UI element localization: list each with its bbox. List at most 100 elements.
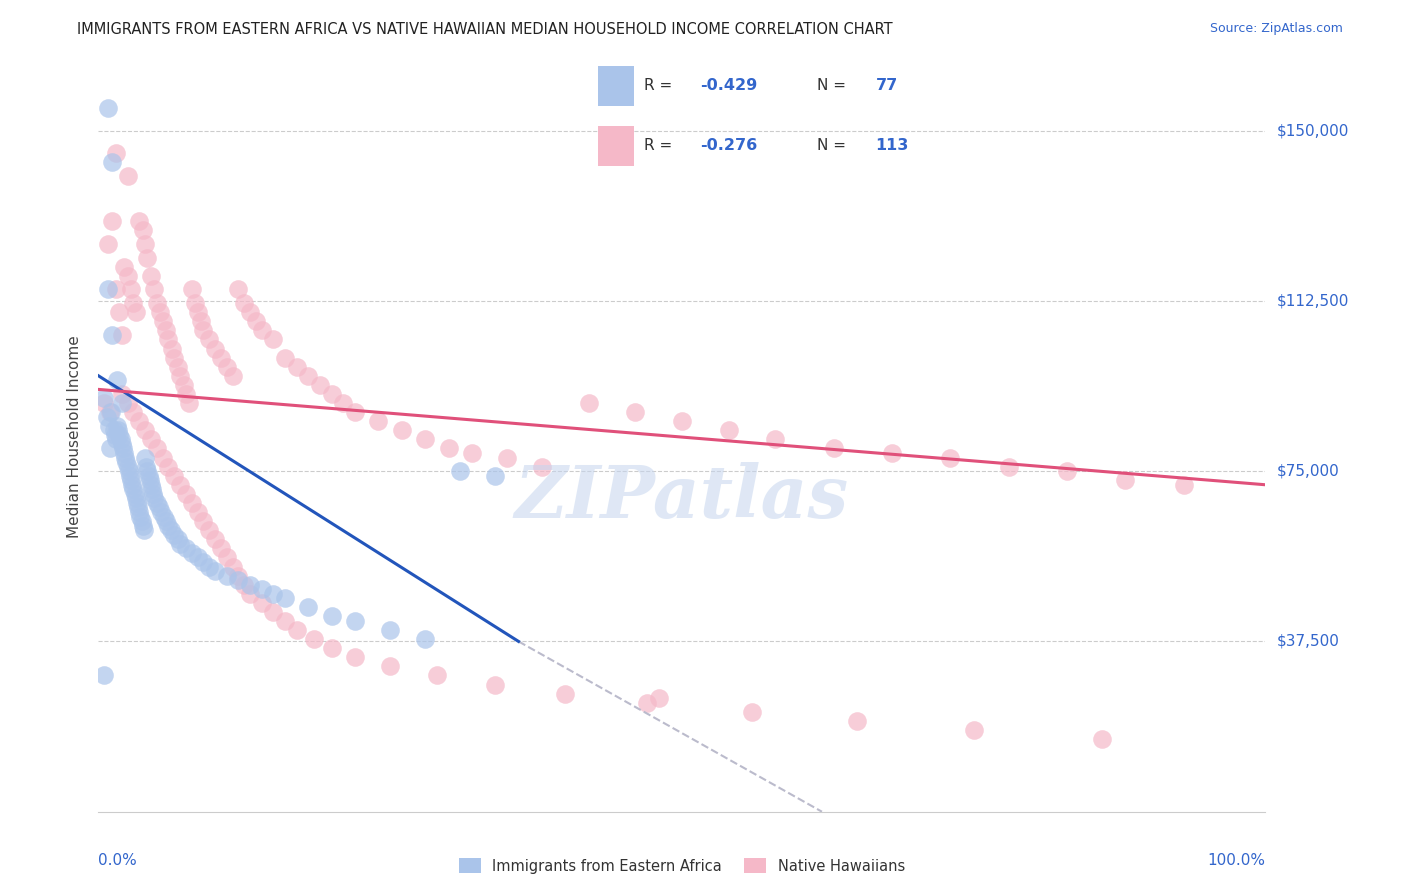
Point — [823, 442, 845, 456]
Point — [187, 505, 209, 519]
Point — [160, 342, 183, 356]
Point — [228, 568, 250, 582]
Point — [152, 314, 174, 328]
Point — [484, 677, 506, 691]
Point — [157, 518, 180, 533]
Point — [198, 559, 221, 574]
Point — [111, 437, 134, 451]
Text: $37,500: $37,500 — [1277, 634, 1340, 648]
Point — [152, 450, 174, 465]
Point — [204, 564, 226, 578]
Legend: Immigrants from Eastern Africa, Native Hawaiians: Immigrants from Eastern Africa, Native H… — [453, 852, 911, 880]
Point — [104, 283, 127, 297]
Point — [117, 169, 139, 183]
Point — [215, 568, 238, 582]
Point — [274, 591, 297, 606]
Point — [120, 473, 142, 487]
Text: N =: N = — [817, 78, 846, 94]
Point — [132, 223, 155, 237]
Point — [1114, 473, 1136, 487]
Point — [578, 396, 600, 410]
Point — [114, 450, 136, 465]
Point — [321, 387, 343, 401]
Point — [128, 505, 150, 519]
Point — [997, 459, 1019, 474]
Point — [101, 327, 124, 342]
Point — [250, 323, 273, 337]
Point — [221, 559, 243, 574]
Point — [122, 296, 145, 310]
Point — [107, 423, 129, 437]
Point — [141, 483, 163, 497]
Point — [344, 650, 367, 665]
Point — [250, 596, 273, 610]
Point — [93, 392, 115, 406]
Point — [233, 296, 256, 310]
Point — [198, 523, 221, 537]
Point — [228, 573, 250, 587]
Point — [250, 582, 273, 597]
Point — [134, 237, 156, 252]
Point — [112, 446, 135, 460]
Point — [321, 609, 343, 624]
Point — [262, 605, 284, 619]
Point — [125, 305, 148, 319]
Point — [671, 414, 693, 428]
Point — [413, 433, 436, 447]
Point — [209, 541, 232, 556]
Point — [143, 283, 166, 297]
Point — [134, 423, 156, 437]
Point — [304, 632, 326, 647]
Point — [97, 418, 120, 433]
Point — [180, 496, 202, 510]
Point — [108, 427, 131, 442]
Point — [115, 455, 138, 469]
Point — [1091, 732, 1114, 747]
Text: R =: R = — [644, 138, 672, 153]
Point — [190, 314, 212, 328]
Point — [93, 396, 115, 410]
Point — [117, 268, 139, 283]
Point — [717, 423, 740, 437]
Point — [97, 101, 120, 115]
Point — [285, 359, 308, 374]
Point — [461, 446, 484, 460]
Point — [169, 368, 191, 383]
Point — [173, 377, 195, 392]
Point — [741, 705, 763, 719]
Text: 0.0%: 0.0% — [98, 853, 138, 868]
Point — [139, 433, 162, 447]
Point — [139, 268, 162, 283]
Point — [166, 533, 188, 547]
Text: ZIPatlas: ZIPatlas — [515, 461, 849, 533]
Text: R =: R = — [644, 78, 672, 94]
Point — [103, 423, 125, 437]
Point — [297, 368, 319, 383]
Point — [152, 509, 174, 524]
Point — [110, 433, 132, 447]
Text: $112,500: $112,500 — [1277, 293, 1348, 309]
Point — [104, 427, 127, 442]
Point — [624, 405, 647, 419]
Point — [426, 668, 449, 682]
Point — [132, 523, 155, 537]
Point — [163, 468, 186, 483]
Text: N =: N = — [817, 138, 846, 153]
Point — [180, 283, 202, 297]
Point — [111, 327, 134, 342]
Bar — [598, 66, 634, 106]
Text: 77: 77 — [876, 78, 898, 94]
Point — [169, 477, 191, 491]
Point — [132, 518, 155, 533]
Point — [157, 333, 180, 347]
Text: $75,000: $75,000 — [1277, 464, 1340, 479]
Point — [155, 514, 177, 528]
Point — [120, 283, 142, 297]
Point — [134, 450, 156, 465]
Text: -0.276: -0.276 — [700, 138, 758, 153]
Point — [105, 418, 128, 433]
Point — [215, 359, 238, 374]
Point — [157, 459, 180, 474]
Point — [274, 351, 297, 365]
Point — [125, 496, 148, 510]
